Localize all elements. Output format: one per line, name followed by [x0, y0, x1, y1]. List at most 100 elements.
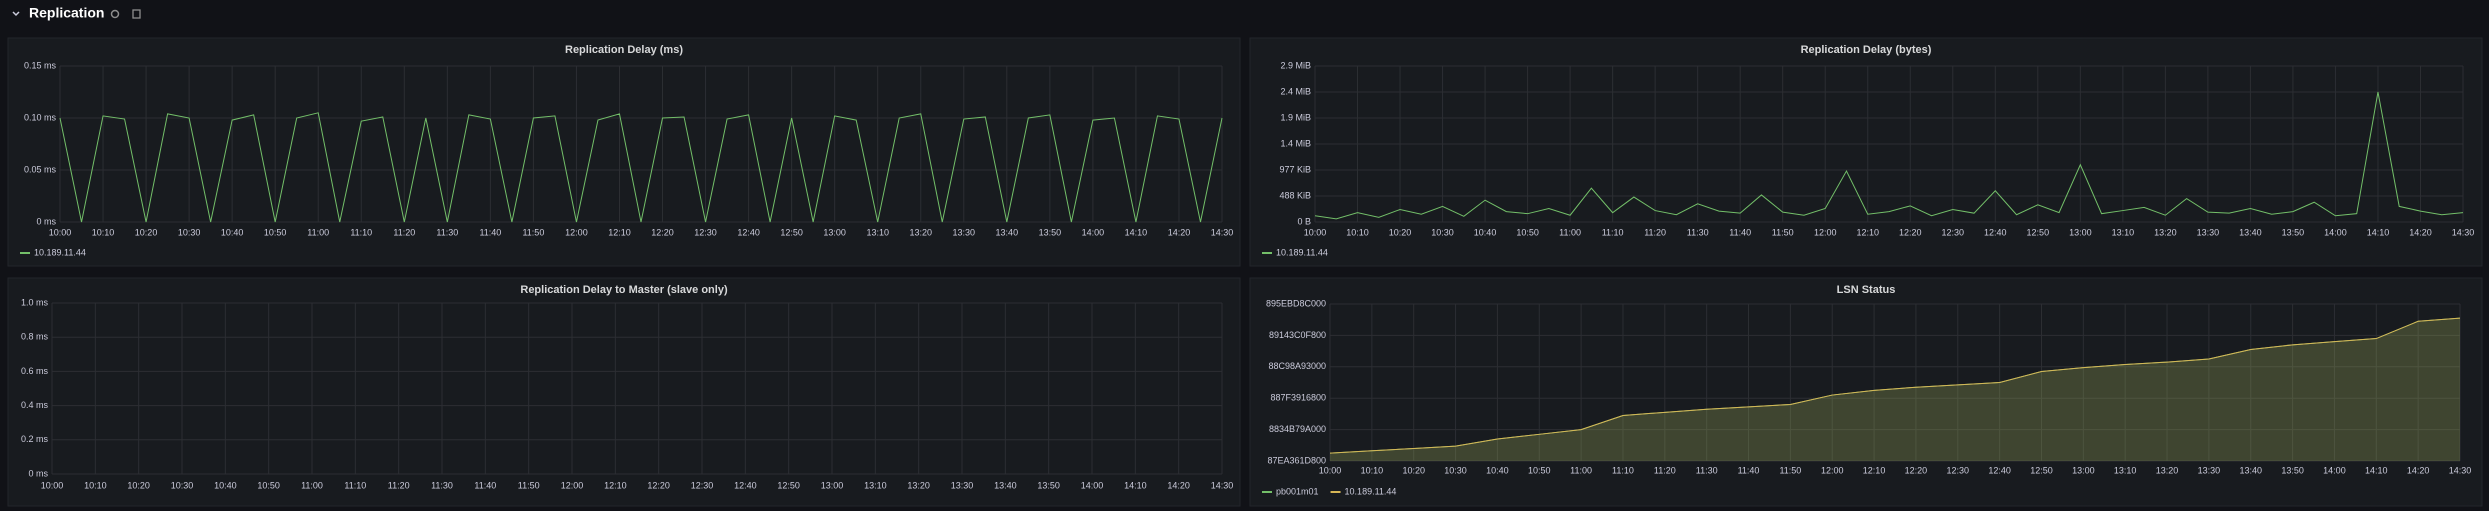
- y-tick-label: 895EBD8C000: [1266, 298, 1326, 308]
- x-tick-label: 14:30: [1211, 480, 1234, 490]
- x-tick-label: 13:00: [821, 480, 844, 490]
- x-tick-label: 11:40: [474, 480, 496, 490]
- x-tick-label: 12:30: [1942, 227, 1965, 237]
- series-area: [1330, 318, 2460, 461]
- settings-icon[interactable]: [110, 9, 120, 19]
- x-tick-label: 12:10: [604, 480, 627, 490]
- x-tick-label: 11:40: [1738, 465, 1760, 475]
- x-tick-label: 13:30: [2197, 227, 2220, 237]
- x-tick-label: 13:00: [2072, 465, 2095, 475]
- legend-swatch: [1262, 491, 1272, 493]
- x-tick-label: 12:30: [691, 480, 714, 490]
- y-tick-label: 1.4 MiB: [1280, 138, 1311, 148]
- x-tick-label: 12:40: [1988, 465, 2011, 475]
- y-tick-label: 0 ms: [28, 468, 48, 478]
- x-tick-label: 12:00: [1814, 227, 1837, 237]
- x-tick-label: 12:50: [2027, 227, 2050, 237]
- x-tick-label: 11:00: [307, 227, 329, 237]
- x-tick-label: 12:50: [780, 227, 803, 237]
- x-tick-label: 11:50: [518, 480, 540, 490]
- collapse-chevron[interactable]: [12, 11, 20, 17]
- x-tick-label: 12:50: [2030, 465, 2053, 475]
- x-tick-label: 13:50: [2282, 227, 2305, 237]
- panel: [7, 37, 1241, 267]
- x-tick-label: 12:40: [734, 480, 757, 490]
- y-tick-label: 977 KiB: [1279, 164, 1311, 174]
- x-tick-label: 12:10: [1863, 465, 1886, 475]
- y-tick-label: 8834B79A000: [1269, 424, 1326, 434]
- x-tick-label: 10:00: [49, 227, 72, 237]
- y-tick-label: 0.6 ms: [21, 366, 49, 376]
- x-tick-label: 14:00: [2324, 227, 2347, 237]
- panel-title: LSN Status: [1837, 284, 1896, 296]
- x-tick-label: 12:20: [651, 227, 674, 237]
- x-tick-label: 14:10: [1124, 480, 1147, 490]
- x-tick-label: 14:20: [1167, 480, 1190, 490]
- x-tick-label: 10:20: [1389, 227, 1412, 237]
- x-tick-label: 12:40: [1984, 227, 2007, 237]
- series-line: [1329, 317, 2461, 454]
- x-tick-label: 12:20: [1905, 465, 1928, 475]
- x-tick-label: 11:00: [1570, 465, 1592, 475]
- series-line: [59, 112, 1223, 223]
- x-tick-label: 14:00: [1081, 480, 1104, 490]
- x-tick-label: 10:40: [1474, 227, 1497, 237]
- y-tick-label: 1.9 MiB: [1280, 112, 1311, 122]
- x-tick-label: 11:30: [1696, 465, 1718, 475]
- x-tick-label: 10:50: [257, 480, 280, 490]
- legend-swatch: [20, 252, 30, 254]
- legend-label: 10.189.11.44: [1345, 486, 1397, 496]
- x-tick-label: 13:40: [2239, 465, 2262, 475]
- panel-title: Replication Delay to Master (slave only): [520, 284, 728, 296]
- x-tick-label: 14:00: [2323, 465, 2346, 475]
- y-tick-label: 887F3916800: [1270, 393, 1326, 403]
- x-tick-label: 14:10: [2367, 227, 2390, 237]
- y-tick-label: 87EA361D800: [1267, 455, 1326, 465]
- x-tick-label: 13:40: [2239, 227, 2262, 237]
- x-tick-label: 11:20: [1654, 465, 1676, 475]
- x-tick-label: 13:40: [996, 227, 1019, 237]
- x-tick-label: 10:20: [127, 480, 150, 490]
- x-tick-label: 12:30: [694, 227, 717, 237]
- x-tick-label: 12:20: [647, 480, 670, 490]
- x-tick-label: 11:10: [344, 480, 366, 490]
- panel: [7, 277, 1241, 507]
- legend-swatch: [1262, 252, 1272, 254]
- x-tick-label: 11:30: [431, 480, 453, 490]
- x-tick-label: 13:10: [2114, 465, 2137, 475]
- y-tick-label: 0.4 ms: [21, 400, 49, 410]
- x-tick-label: 10:20: [1402, 465, 1425, 475]
- delete-icon[interactable]: [132, 9, 141, 19]
- x-tick-label: 10:00: [1319, 465, 1342, 475]
- x-tick-label: 14:30: [2452, 227, 2475, 237]
- x-tick-label: 13:10: [2112, 227, 2135, 237]
- y-tick-label: 0 ms: [36, 216, 56, 226]
- legend-label: 10.189.11.44: [34, 247, 86, 257]
- x-tick-label: 12:10: [1856, 227, 1879, 237]
- x-tick-label: 14:20: [2409, 227, 2432, 237]
- legend-label: 10.189.11.44: [1276, 247, 1328, 257]
- x-tick-label: 10:30: [1431, 227, 1454, 237]
- x-tick-label: 10:50: [1516, 227, 1539, 237]
- x-tick-label: 12:20: [1899, 227, 1922, 237]
- x-tick-label: 14:10: [1125, 227, 1148, 237]
- panel-title: Replication Delay (ms): [565, 44, 683, 56]
- x-tick-label: 13:50: [1037, 480, 1060, 490]
- x-tick-label: 12:00: [565, 227, 588, 237]
- y-tick-label: 88C98A93000: [1268, 361, 1326, 371]
- x-tick-label: 10:40: [221, 227, 244, 237]
- x-tick-label: 11:10: [1612, 465, 1634, 475]
- x-tick-label: 12:50: [777, 480, 800, 490]
- row-title: Replication: [29, 5, 104, 21]
- x-tick-label: 10:00: [41, 480, 64, 490]
- x-tick-label: 11:40: [479, 227, 501, 237]
- x-tick-label: 10:30: [178, 227, 201, 237]
- x-tick-label: 14:20: [2407, 465, 2430, 475]
- x-tick-label: 14:10: [2365, 465, 2388, 475]
- x-tick-label: 14:30: [2449, 465, 2472, 475]
- x-tick-label: 13:50: [1039, 227, 1062, 237]
- panel: [1249, 37, 2483, 267]
- x-tick-label: 11:10: [350, 227, 372, 237]
- x-tick-label: 11:20: [388, 480, 410, 490]
